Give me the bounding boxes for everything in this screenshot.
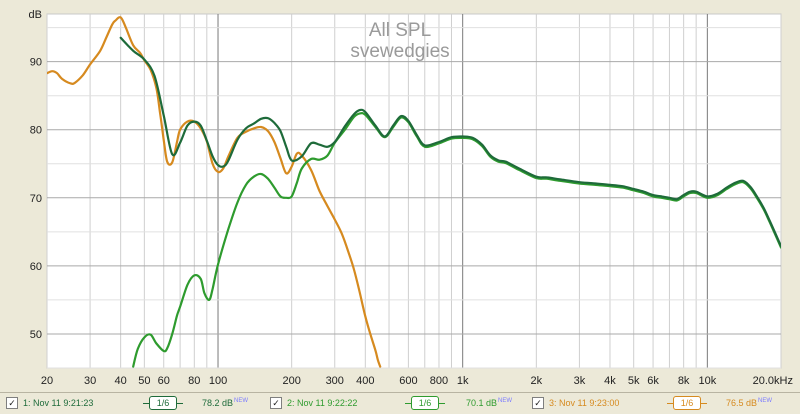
plot-area <box>46 13 782 369</box>
y-tick-label: 60 <box>30 261 42 273</box>
legend-checkbox-1[interactable]: ✓ <box>6 397 18 409</box>
y-tick-label: 90 <box>30 57 42 69</box>
x-tick-label: 50 <box>138 375 150 387</box>
legend-value-3: 76.5 dBNEW <box>726 398 773 408</box>
chart-title: All SPL <box>369 20 431 41</box>
x-tick-label: 30 <box>84 375 96 387</box>
x-tick-label: 10k <box>698 375 716 387</box>
x-tick-label: 20.0kHz <box>753 375 793 387</box>
legend-value-1: 78.2 dBNEW <box>202 398 249 408</box>
x-tick-label: 800 <box>430 375 448 387</box>
x-tick-label: 1k <box>457 375 469 387</box>
smoothing-button-1[interactable]: 1/6 <box>143 396 183 410</box>
x-tick-label: 2k <box>531 375 543 387</box>
tick-labels: 20 30 40 50 60 80 100 200 300 400 600 800 1k 2k 3k 4k 5k… <box>29 9 793 387</box>
grid <box>46 14 782 369</box>
y-tick-label: 50 <box>30 329 42 341</box>
legend-name-1: 1: Nov 11 9:21:23 <box>23 398 94 408</box>
x-tick-label: 300 <box>326 375 344 387</box>
x-tick-label: 100 <box>209 375 227 387</box>
x-tick-label: 8k <box>678 375 690 387</box>
x-tick-label: 60 <box>158 375 170 387</box>
x-tick-label: 4k <box>604 375 616 387</box>
legend-checkbox-2[interactable]: ✓ <box>270 397 282 409</box>
x-tick-label: 400 <box>356 375 374 387</box>
legend-value-2: 70.1 dBNEW <box>466 398 513 408</box>
smoothing-button-3[interactable]: 1/6 <box>667 396 707 410</box>
y-tick-label: 70 <box>30 193 42 205</box>
x-tick-label: 5k <box>628 375 640 387</box>
x-tick-label: 40 <box>115 375 127 387</box>
legend-name-2: 2: Nov 11 9:22:22 <box>287 398 358 408</box>
smoothing-button-2[interactable]: 1/6 <box>405 396 445 410</box>
legend-checkbox-3[interactable]: ✓ <box>532 397 544 409</box>
y-axis-unit-label: dB <box>29 9 42 21</box>
y-tick-label: 80 <box>30 125 42 137</box>
legend-bar: ✓ 1: Nov 11 9:21:23 1/6 78.2 dBNEW ✓ 2: … <box>0 392 800 414</box>
legend-name-3: 3: Nov 11 9:23:00 <box>549 398 620 408</box>
x-tick-label: 6k <box>647 375 659 387</box>
x-tick-label: 200 <box>282 375 300 387</box>
x-tick-label: 20 <box>41 375 53 387</box>
x-tick-label: 80 <box>188 375 200 387</box>
x-tick-label: 600 <box>399 375 417 387</box>
chart-subtitle: svewedgies <box>350 41 449 62</box>
spl-chart: 20 30 40 50 60 80 100 200 300 400 600 800 1k 2k 3k 4k 5k… <box>29 9 793 387</box>
series-layer <box>47 16 781 368</box>
series-line-1 <box>119 36 781 248</box>
x-tick-label: 3k <box>574 375 586 387</box>
